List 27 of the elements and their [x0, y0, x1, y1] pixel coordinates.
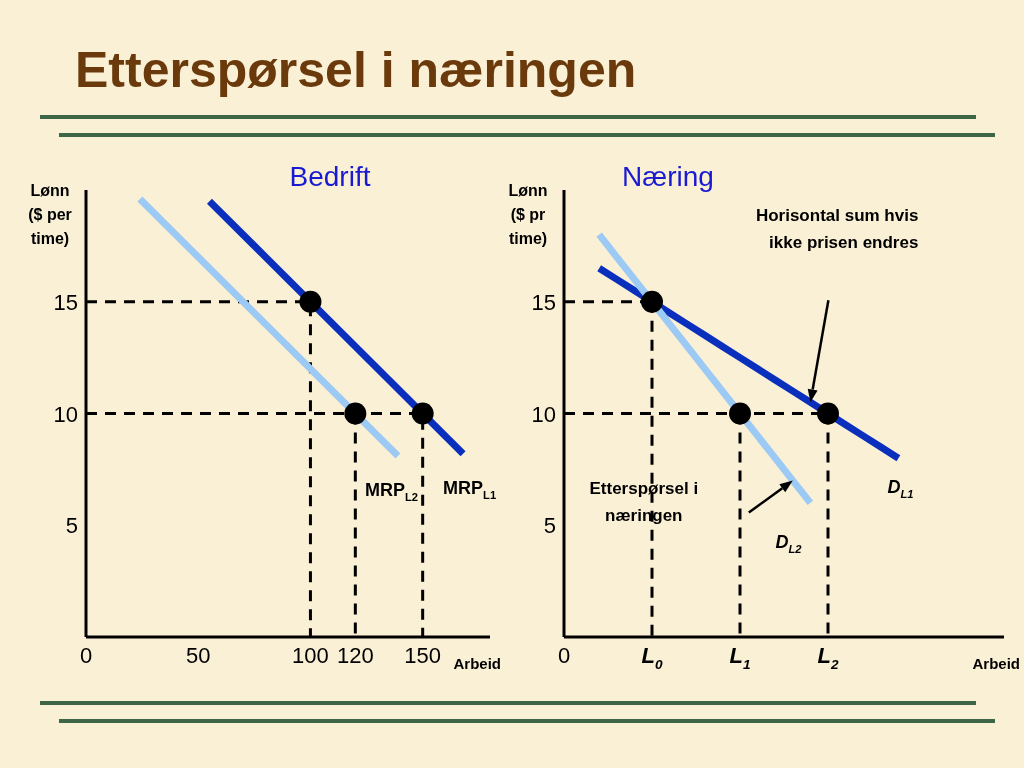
series-label: MRP$_{L2}$ [364, 479, 418, 503]
x-tick-label: 100 [292, 643, 329, 668]
x-tick-label: 0 [557, 643, 571, 668]
chart-title: Etterspørsel i næringen [75, 41, 637, 100]
y-axis-title: Lønn ($ pr time) [508, 182, 548, 247]
y-tick-label: 10 [531, 401, 556, 427]
series-label: D$_{L1}$ [887, 477, 914, 501]
annotation: Horisontal sum hvis ikke prisen endres [755, 206, 919, 253]
x-tick-label: L$_{0}$ [641, 643, 663, 673]
x-tick-label: 120 [336, 643, 374, 668]
x-tick-label: 0 [79, 643, 93, 668]
x-tick-label: L$_{1}$ [729, 643, 751, 673]
y-axis-title: Lønn ($ per time) [28, 182, 72, 247]
y-tick-label: 5 [543, 513, 556, 539]
series-label: MRP$_{L1}$ [443, 477, 497, 501]
x-tick-label: L$_{2}$ [817, 643, 839, 673]
x-axis-title: Arbeid [972, 655, 1020, 672]
x-tick-label: 50 [185, 643, 211, 668]
chart-subtitle: Næring [622, 161, 714, 192]
y-tick-label: 15 [53, 289, 78, 315]
chart-subtitle: Bedrift [289, 161, 371, 192]
y-tick-label: 10 [53, 401, 78, 427]
y-tick-label: 15 [531, 289, 556, 315]
x-tick-label: 150 [404, 643, 442, 668]
series-label: D$_{L2}$ [775, 531, 803, 555]
x-axis-title: Arbeid [453, 655, 501, 672]
y-tick-label: 5 [65, 513, 78, 539]
